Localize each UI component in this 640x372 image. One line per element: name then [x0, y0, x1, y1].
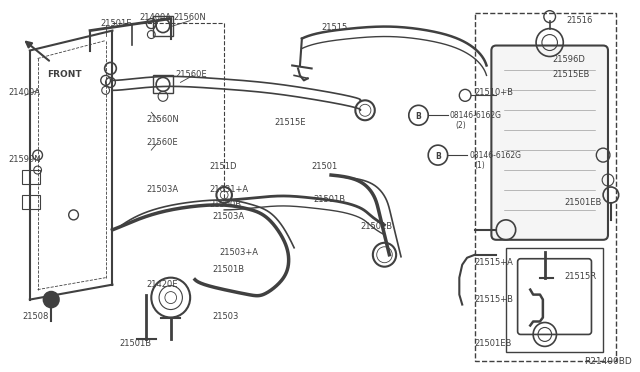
Text: 21515+B: 21515+B [475, 295, 514, 304]
Text: 21515: 21515 [321, 23, 348, 32]
Text: 21503A: 21503A [147, 185, 179, 194]
Text: 21501B: 21501B [119, 339, 152, 349]
Text: 08146-6162G: 08146-6162G [469, 151, 521, 160]
Text: 21503A: 21503A [212, 212, 244, 221]
Text: 21501: 21501 [312, 162, 338, 171]
Text: 21599N: 21599N [8, 155, 41, 164]
Text: 21560N: 21560N [173, 13, 206, 22]
Text: 21510+B: 21510+B [475, 89, 514, 97]
Text: 21516: 21516 [566, 16, 593, 25]
Text: 21515E: 21515E [275, 118, 306, 127]
Text: 21501B: 21501B [360, 222, 392, 231]
Text: 21400A: 21400A [8, 89, 40, 97]
Bar [475, 13, 616, 361]
Text: 2151D: 2151D [210, 162, 237, 171]
Text: 21400A: 21400A [140, 13, 172, 22]
Text: B: B [415, 112, 421, 121]
Text: 21501B: 21501B [314, 195, 346, 204]
Text: 21501EB: 21501EB [475, 339, 512, 349]
Text: (2): (2) [456, 121, 466, 130]
Text: 21515EB: 21515EB [552, 70, 590, 80]
Text: 21500B: 21500B [210, 200, 242, 209]
Bar [506, 248, 603, 352]
Text: FRONT: FRONT [47, 70, 82, 80]
Text: 21560N: 21560N [147, 115, 179, 124]
Text: 21503: 21503 [212, 311, 239, 321]
FancyBboxPatch shape [492, 45, 608, 240]
Text: 21596D: 21596D [552, 55, 586, 64]
Bar [153, 76, 173, 93]
Text: 21420E: 21420E [147, 280, 178, 289]
Bar [22, 170, 40, 184]
Bar [22, 195, 40, 209]
Text: 21560E: 21560E [175, 70, 207, 80]
Text: 21631+A: 21631+A [210, 185, 249, 194]
Bar [153, 16, 173, 36]
Text: 21503+A: 21503+A [220, 248, 259, 257]
Text: (1): (1) [475, 161, 486, 170]
Text: 21560E: 21560E [147, 138, 178, 147]
Text: 21515R: 21515R [564, 272, 596, 281]
Text: R21400BD: R21400BD [584, 357, 632, 366]
Text: 08146-6162G: 08146-6162G [450, 111, 502, 120]
Text: 21508: 21508 [22, 311, 49, 321]
Text: B: B [435, 152, 441, 161]
Text: 21501E: 21501E [100, 19, 132, 28]
Text: 21501EB: 21501EB [564, 198, 602, 207]
Text: 21515+A: 21515+A [475, 258, 514, 267]
Text: 21501B: 21501B [212, 265, 244, 274]
Circle shape [44, 292, 59, 308]
